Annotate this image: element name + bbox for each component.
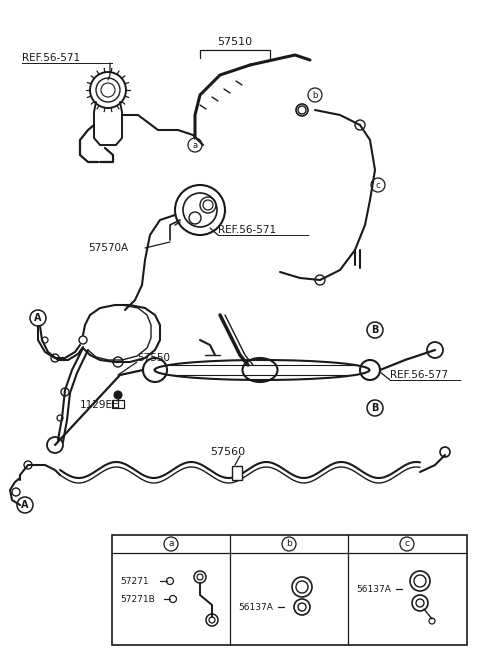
Text: a: a (192, 140, 198, 150)
Text: 57560: 57560 (210, 447, 245, 457)
Text: 57570A: 57570A (88, 243, 128, 253)
Text: 57510: 57510 (217, 37, 252, 47)
Text: 57550: 57550 (137, 353, 170, 363)
Text: c: c (376, 180, 380, 190)
Bar (232, 466, 242, 480)
Text: REF.56-571: REF.56-571 (218, 225, 276, 235)
Bar (112, 400, 124, 408)
Text: REF.56-571: REF.56-571 (22, 53, 80, 63)
Text: 56137A: 56137A (356, 584, 391, 594)
Text: A: A (34, 313, 42, 323)
Text: 1129EE: 1129EE (80, 400, 120, 410)
Text: A: A (21, 500, 29, 510)
Circle shape (114, 391, 122, 399)
Text: B: B (372, 403, 379, 413)
Text: a: a (168, 539, 174, 548)
Text: REF.56-577: REF.56-577 (390, 370, 448, 380)
Bar (112, 535, 467, 645)
Text: b: b (286, 539, 292, 548)
Text: 56137A: 56137A (238, 602, 273, 611)
Text: 57271: 57271 (120, 577, 149, 586)
Text: B: B (372, 325, 379, 335)
Text: 57271B: 57271B (120, 594, 155, 604)
Text: b: b (312, 91, 318, 100)
Text: c: c (405, 539, 409, 548)
